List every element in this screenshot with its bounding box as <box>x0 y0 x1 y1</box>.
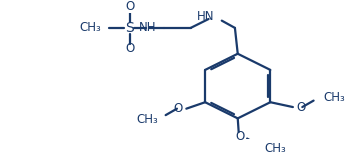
Text: CH₃: CH₃ <box>323 91 345 104</box>
Text: NH: NH <box>139 21 157 34</box>
Text: O: O <box>235 130 244 143</box>
Text: CH₃: CH₃ <box>80 21 101 34</box>
Text: HN: HN <box>197 10 214 23</box>
Text: O: O <box>125 0 134 13</box>
Text: O: O <box>297 101 306 114</box>
Text: CH₃: CH₃ <box>136 113 158 126</box>
Text: O: O <box>125 42 134 55</box>
Text: S: S <box>125 21 134 35</box>
Text: O: O <box>173 102 183 115</box>
Text: CH₃: CH₃ <box>264 142 286 155</box>
